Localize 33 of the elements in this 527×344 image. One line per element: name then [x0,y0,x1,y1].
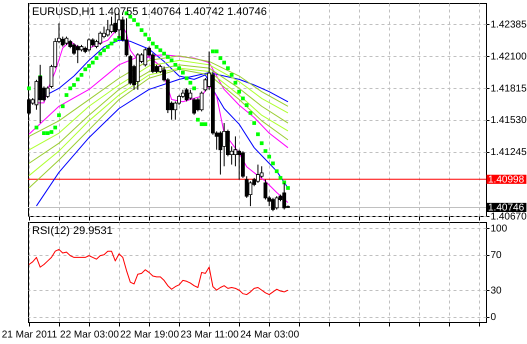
y-tick-label: 1.41245 [490,147,527,158]
y-tick-label: 0 [490,312,496,324]
chart-title: RSI(12) 29.9531 [32,225,113,237]
y-tick-label: 1.41815 [490,83,527,94]
candlestick [271,197,275,212]
x-tick-label: 22 Mar 19:00 [120,330,180,340]
y-tick-label: 1.41530 [490,115,527,126]
candlestick [256,164,260,184]
y-tick-label: 100 [490,224,508,235]
candlestick [248,180,252,207]
candlestick [76,44,80,64]
x-tick-label: 24 Mar 03:00 [240,330,300,340]
y-tick-label: 1.42385 [490,19,527,30]
y-tick-label: 1.40670 [490,212,527,222]
x-tick-label: 23 Mar 11:00 [180,330,240,340]
line-series [28,248,288,296]
candlestick [237,149,242,180]
candlestick [87,38,91,52]
ref-line-label: 1.40746 [488,202,525,214]
candlestick [184,88,189,102]
candlestick [106,19,110,38]
x-tick-label: 21 Mar 2011 [2,330,58,340]
candlestick [200,90,204,112]
candlestick [143,48,148,67]
candlestick [282,182,286,210]
candlestick [110,16,114,34]
chart-title: EURUSD,H1 1.40755 1.40764 1.40742 1.40746 [32,6,267,18]
y-tick-label: 30 [490,286,502,297]
y-tick-label: 1.42100 [490,51,527,62]
x-tick-label: 22 Mar 03:00 [60,330,120,340]
ref-line-label: 1.40998 [488,174,525,186]
candlestick [274,196,279,210]
y-tick-label: 70 [490,250,502,262]
